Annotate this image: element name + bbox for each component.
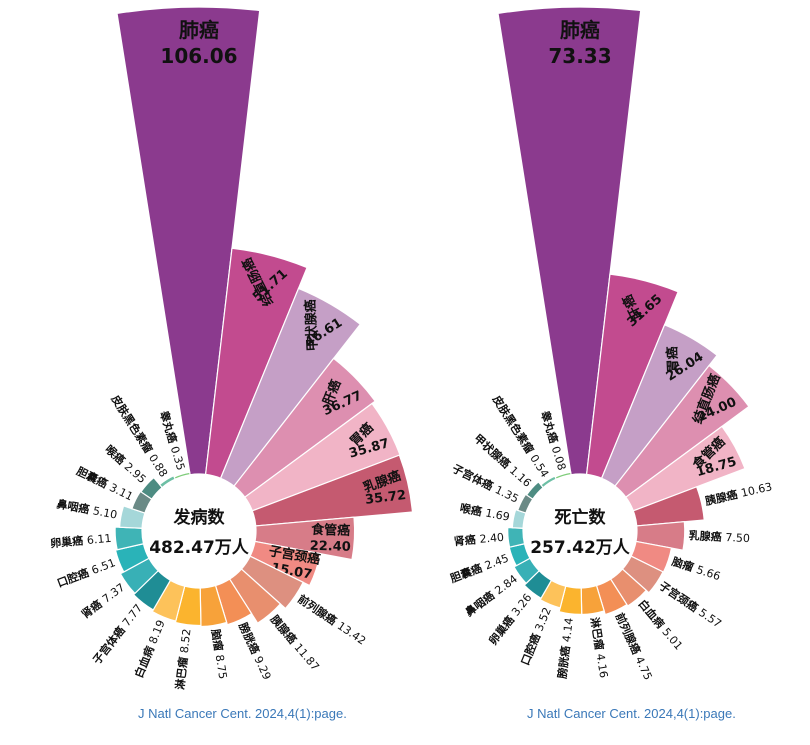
cat-label-0-21: 皮肤黑色素瘤 0.88 [108, 392, 171, 480]
value-label-0-22: 0.35 [168, 445, 188, 472]
center-label-0: 发病数 [173, 507, 226, 528]
value-label-1-12: 4.14 [560, 617, 576, 643]
value-label-0-15: 7.37 [100, 581, 127, 606]
value-label-0-19: 3.11 [107, 481, 135, 503]
cat-label-0-6: 食管癌 [311, 522, 350, 539]
bar-1-0 [497, 6, 642, 476]
value-label-0-16: 6.51 [90, 556, 118, 577]
value-label-1-20: 1.16 [507, 464, 534, 490]
cat-label-1-13: 口腔癌 3.52 [518, 605, 554, 667]
cat-label-1-7: 脑瘤 5.66 [670, 554, 722, 583]
chart-mortality: 肺癌73.33肝癌31.65胃癌26.04结直肠癌24.00食管癌18.75胰腺… [448, 6, 774, 682]
bar-0-0 [116, 6, 261, 476]
value-label-1-14: 3.26 [509, 591, 534, 618]
cat-label-1-12: 膀胱癌 4.14 [555, 617, 576, 681]
cat-label-1-2: 胃癌 [664, 346, 681, 373]
value-label-1-22: 0.08 [549, 445, 569, 472]
value-label-1-11: 4.16 [594, 653, 611, 679]
bar-1-22 [554, 471, 572, 480]
value-label-0-11: 8.75 [213, 654, 230, 680]
value-label-1-7: 5.66 [695, 563, 722, 583]
cat-label-1-21: 皮肤黑色素瘤 0.54 [489, 392, 552, 480]
cat-label-1-18: 喉癌 1.69 [459, 501, 511, 524]
citation-incidence: J Natl Cancer Cent. 2024,4(1):page. [138, 706, 347, 721]
cat-label-0-15: 肾癌 7.37 [79, 580, 128, 621]
cat-label-0-12: 淋巴瘤 8.52 [173, 628, 194, 691]
cat-label-0-10: 膀胱癌 9.29 [236, 619, 275, 682]
value-label-0-5: 35.72 [364, 488, 407, 508]
value-label-1-10: 4.75 [633, 654, 655, 682]
value-label-1-17: 2.40 [479, 531, 505, 546]
value-label-1-6: 7.50 [725, 531, 750, 545]
value-label-1-21: 0.54 [527, 452, 551, 480]
cat-label-0-8: 前列腺癌 13.42 [295, 592, 369, 648]
value-label-1-16: 2.45 [483, 552, 511, 573]
cat-label-0-16: 口腔癌 6.51 [55, 555, 117, 590]
cat-label-1-9: 白血病 5.01 [636, 597, 686, 653]
bar-0-2 [219, 287, 362, 487]
value-label-0-0: 106.06 [160, 44, 237, 68]
cat-label-0-9: 胰腺癌 11.87 [267, 611, 323, 673]
value-label-0-6: 22.40 [309, 539, 351, 555]
value-label-0-10: 9.29 [251, 654, 273, 682]
cat-label-1-6: 乳腺癌 7.50 [688, 528, 750, 545]
value-label-0-18: 5.10 [92, 504, 118, 521]
cat-label-1-5: 胰腺癌 10.63 [703, 479, 774, 508]
cat-label-0-0: 肺癌 [179, 18, 219, 42]
cat-label-1-17: 肾癌 2.40 [453, 530, 504, 548]
value-label-0-21: 0.88 [146, 452, 170, 480]
value-label-0-9: 11.87 [292, 641, 322, 673]
citation-mortality: J Natl Cancer Cent. 2024,4(1):page. [527, 706, 736, 721]
bar-0-1 [204, 247, 308, 480]
cat-label-0-2: 甲状腺癌 [302, 299, 321, 352]
bar-1-17 [507, 526, 526, 548]
value-label-1-8: 5.57 [696, 606, 724, 630]
value-label-0-20: 2.95 [122, 460, 149, 486]
value-label-0-8: 13.42 [335, 619, 368, 647]
center-value-1: 257.42万人 [530, 538, 631, 558]
value-label-0-13: 8.19 [146, 618, 167, 646]
value-label-0-12: 8.52 [178, 628, 194, 654]
value-label-1-5: 10.63 [740, 480, 774, 500]
cat-label-1-11: 淋巴瘤 4.16 [588, 616, 611, 679]
value-label-0-17: 6.11 [86, 532, 112, 547]
cat-label-1-0: 肺癌 [560, 18, 600, 42]
bar-0-22 [173, 471, 191, 480]
center-value-0: 482.47万人 [149, 538, 250, 558]
cat-label-0-11: 脑瘤 8.75 [209, 628, 231, 680]
value-label-1-0: 73.33 [548, 44, 611, 68]
cat-label-0-13: 白血病 8.19 [131, 618, 167, 680]
bar-1-1 [585, 273, 679, 480]
chart-incidence: 肺癌106.06结直肠癌51.71甲状腺癌46.61肝癌36.77胃癌35.87… [50, 6, 414, 691]
center-hole-0 [143, 475, 255, 587]
center-hole-1 [524, 475, 636, 587]
value-label-1-19: 1.35 [493, 483, 521, 505]
value-label-1-13: 3.52 [533, 606, 554, 634]
value-label-1-9: 5.01 [659, 625, 685, 652]
cat-label-0-17: 卵巢癌 6.11 [50, 531, 112, 550]
value-label-1-15: 2.84 [492, 572, 519, 597]
value-label-0-14: 7.77 [120, 602, 145, 629]
value-label-1-18: 1.69 [484, 506, 510, 523]
cat-label-0-18: 鼻咽癌 5.10 [56, 497, 119, 522]
center-label-1: 死亡数 [555, 507, 607, 528]
